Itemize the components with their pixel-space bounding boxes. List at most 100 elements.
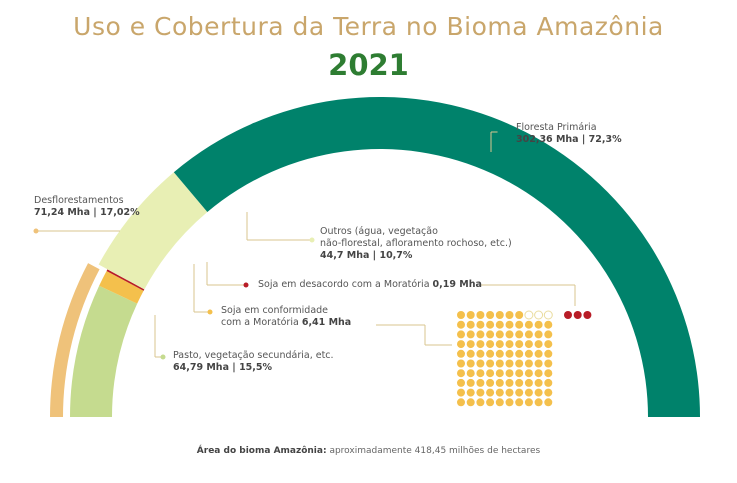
dot-soja-desacordo (573, 311, 582, 319)
label-pasto-value: 64,79 Mha | 15,5% (173, 362, 273, 373)
dot-soja-conformidade (476, 359, 485, 368)
dot-soja-conformidade (534, 388, 543, 397)
label-soja-conformidade-value: 6,41 Mha (301, 317, 352, 328)
dot-soja-conformidade (524, 340, 533, 349)
dot-soja-conformidade (457, 398, 465, 407)
dot-soja-conformidade (457, 369, 465, 378)
dot-soja-conformidade (457, 320, 465, 329)
dot-soja-conformidade (515, 340, 524, 349)
dot-soja-conformidade (457, 311, 465, 319)
dot-soja-conformidade (466, 369, 475, 378)
dot-soja-conformidade (515, 359, 524, 368)
dot-soja-conformidade (476, 330, 485, 339)
dot-soja-conformidade (505, 398, 514, 407)
footer-text: aproximadamente 418,45 milhões de hectar… (329, 446, 541, 456)
dot-soja-conformidade (524, 369, 533, 378)
dot-soja-conformidade (524, 330, 533, 339)
dot-soja-conformidade (534, 330, 543, 339)
dot-soja-conformidade (544, 320, 553, 329)
arc-desflorestamentos (50, 263, 100, 417)
dot-soja-conformidade (505, 340, 514, 349)
dot-soja-conformidade (457, 359, 465, 368)
label-soja-conformidade-line1: Soja em conformidade (221, 305, 329, 316)
arc-outros (98, 172, 208, 290)
dot-soja-conformidade (524, 320, 533, 329)
dot-soja-conformidade (544, 340, 553, 349)
label-soja-desacordo-text: Soja em desacordo com a Moratória (258, 279, 430, 290)
dot-soja-conformidade (486, 320, 495, 329)
dot-soja-conformidade (476, 378, 485, 387)
dot-soja-conformidade (495, 388, 504, 397)
dot-soja-conformidade (505, 369, 514, 378)
dot-soja-conformidade (476, 398, 485, 407)
dot-soja-conformidade (476, 369, 485, 378)
chart-year: 2021 (328, 48, 409, 82)
dot-soja-conformidade (515, 398, 524, 407)
dot-soja-conformidade (505, 320, 514, 329)
dot-soja-conformidade (486, 369, 495, 378)
dot-soja-conformidade (495, 398, 504, 407)
label-soja-desacordo-value: 0,19 Mha (432, 279, 482, 290)
dot-soja-conformidade (495, 369, 504, 378)
dot-soja-conformidade (466, 349, 475, 358)
arc-pasto (70, 285, 138, 417)
label-outros-line2: não-florestal, afloramento rochoso, etc.… (320, 238, 512, 249)
dot-soja-desacordo (564, 311, 572, 319)
label-desflorestamentos-name: Desflorestamentos (34, 195, 124, 206)
dot-soja-conformidade (486, 359, 495, 368)
dot-soja-conformidade (466, 378, 475, 387)
label-outros-line1: Outros (água, vegetação (320, 226, 438, 237)
dot-soja-conformidade (495, 330, 504, 339)
label-outros-value: 44,7 Mha | 10,7% (320, 250, 413, 261)
dot-soja-conformidade (515, 349, 524, 358)
dot-soja-conformidade (466, 330, 475, 339)
dot-soja-conformidade (515, 320, 524, 329)
dot-soja-conformidade (476, 388, 485, 397)
label-pasto-name: Pasto, vegetação secundária, etc. (173, 350, 334, 361)
arc-floresta (173, 96, 700, 418)
dot-soja-conformidade (486, 330, 495, 339)
dot-soja-desacordo (583, 311, 592, 319)
dot-soja-conformidade (476, 340, 485, 349)
footer-strong: Área do bioma Amazônia: (196, 446, 327, 456)
dot-soja-conformidade (457, 340, 465, 349)
dot-soja-conformidade (457, 349, 465, 358)
dot-empty (534, 310, 544, 320)
label-outros: Outros (água, vegetação não-florestal, a… (320, 226, 512, 262)
dot-soja-conformidade (476, 311, 485, 319)
leader-dot-soja-desacordo (243, 282, 249, 288)
arc-soja-desacordo (106, 269, 145, 291)
dot-soja-conformidade (457, 388, 465, 397)
dot-soja-conformidade (457, 378, 465, 387)
label-desflorestamentos: Desflorestamentos 71,24 Mha | 17,02% (34, 195, 140, 219)
label-floresta-name: Floresta Primária (516, 122, 597, 133)
leader-dot-outros (309, 237, 315, 243)
dot-soja-conformidade (495, 320, 504, 329)
label-soja-conformidade-line2: com a Moratória (221, 317, 299, 328)
dot-soja-conformidade (505, 359, 514, 368)
dot-soja-conformidade (505, 330, 514, 339)
dot-soja-conformidade (544, 330, 553, 339)
label-floresta: Floresta Primária 302,36 Mha | 72,3% (516, 122, 622, 146)
dot-soja-conformidade (495, 378, 504, 387)
dot-soja-conformidade (515, 311, 524, 319)
dot-soja-conformidade (534, 369, 543, 378)
label-soja-conformidade: Soja em conformidade com a Moratória 6,4… (221, 305, 351, 329)
label-soja-desacordo: Soja em desacordo com a Moratória 0,19 M… (258, 279, 482, 291)
dot-soja-conformidade (524, 378, 533, 387)
leader-dot-floresta (497, 129, 503, 135)
dot-soja-conformidade (544, 378, 553, 387)
dot-soja-conformidade (466, 340, 475, 349)
chart-title: Uso e Cobertura da Terra no Bioma Amazôn… (73, 12, 664, 41)
dot-soja-conformidade (457, 330, 465, 339)
leader-dot-pasto (160, 354, 166, 360)
leader-dot-desflorestamentos (33, 228, 39, 234)
dot-soja-conformidade (495, 349, 504, 358)
dot-empty (543, 310, 553, 320)
dot-soja-conformidade (544, 388, 553, 397)
dot-soja-conformidade (466, 398, 475, 407)
dot-soja-conformidade (534, 320, 543, 329)
dot-soja-conformidade (524, 349, 533, 358)
dot-soja-conformidade (466, 388, 475, 397)
